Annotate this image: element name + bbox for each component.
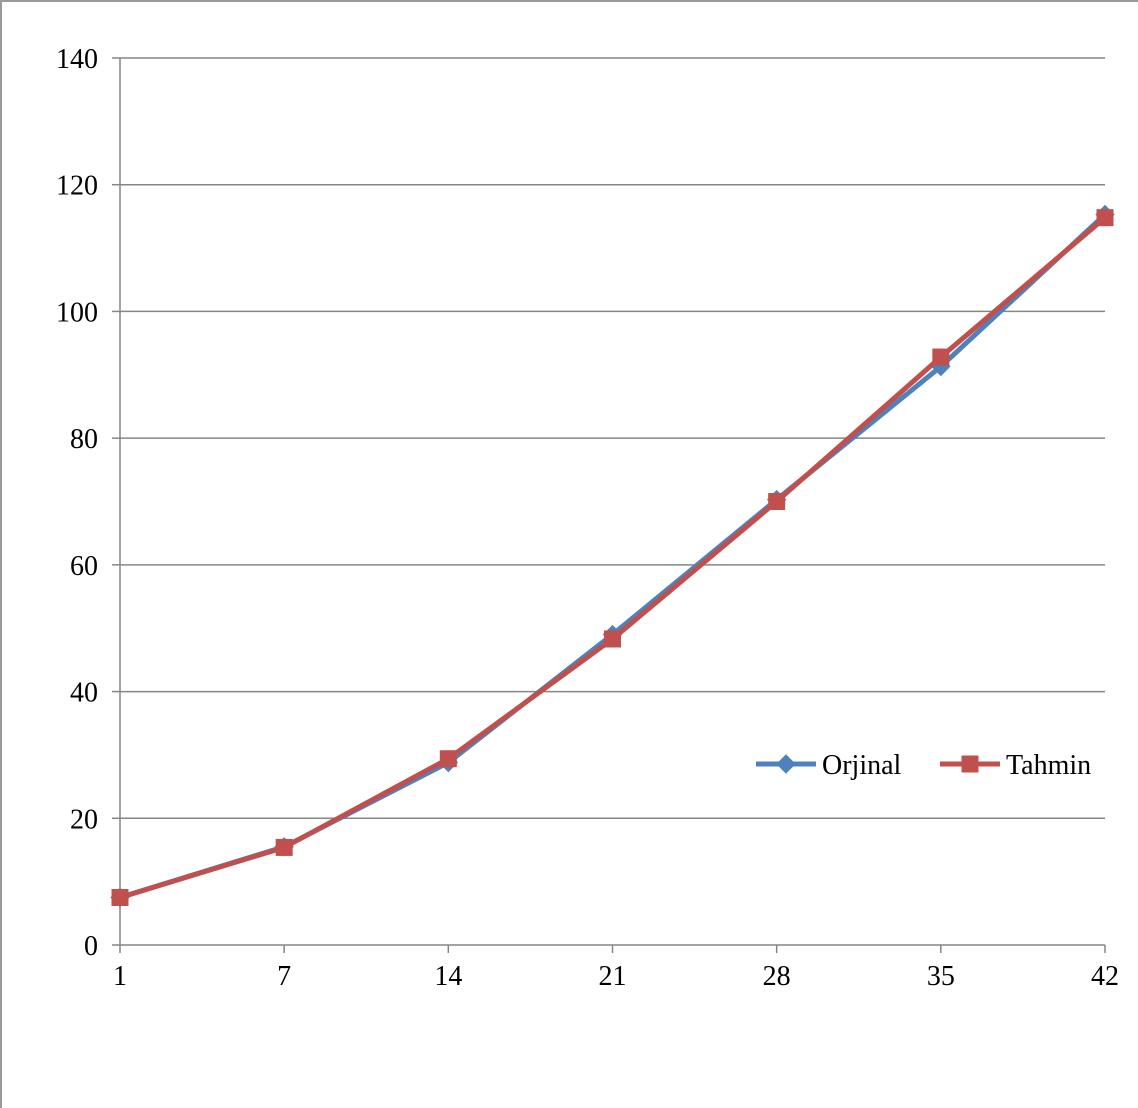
legend-item-orjinal: Orjinal xyxy=(756,750,902,781)
x-axis-ticks: 1 7 14 21 28 35 42 xyxy=(113,945,1119,992)
data-point-tahmin xyxy=(439,750,457,768)
x-tick-label: 7 xyxy=(277,961,291,992)
x-tick-label: 42 xyxy=(1091,961,1119,992)
x-tick-label: 14 xyxy=(434,961,462,992)
legend-marker-tahmin xyxy=(961,755,979,773)
y-tick-label: 140 xyxy=(56,44,98,75)
x-tick-label: 21 xyxy=(599,961,627,992)
gridlines xyxy=(120,57,1105,820)
y-tick-label: 100 xyxy=(56,297,98,328)
series-group xyxy=(110,204,1115,908)
legend: Orjinal Tahmin xyxy=(756,750,1091,781)
y-tick-label: 120 xyxy=(56,171,98,202)
legend-item-tahmin: Tahmin xyxy=(940,750,1091,781)
legend-marker-orjinal xyxy=(776,754,796,774)
series-orjinal xyxy=(110,204,1115,908)
y-tick-label: 80 xyxy=(70,424,98,455)
data-point-tahmin xyxy=(111,888,129,906)
y-tick-label: 0 xyxy=(84,931,98,962)
y-tick-label: 20 xyxy=(70,804,98,835)
series-line-tahmin xyxy=(117,215,1108,900)
axes xyxy=(119,58,1105,946)
x-tick-label: 35 xyxy=(927,961,955,992)
x-tick-label: 1 xyxy=(113,961,127,992)
y-tick-label: 60 xyxy=(70,551,98,582)
legend-label-orjinal: Orjinal xyxy=(822,750,902,781)
legend-label-tahmin: Tahmin xyxy=(1006,750,1091,781)
data-point-tahmin xyxy=(604,630,621,648)
data-point-tahmin xyxy=(932,348,950,366)
y-axis-ticks: 0 20 40 60 80 100 120 140 xyxy=(56,44,120,962)
y-tick-label: 40 xyxy=(70,678,98,709)
series-tahmin xyxy=(111,209,1114,906)
data-point-tahmin xyxy=(768,493,786,510)
data-point-tahmin xyxy=(1096,209,1114,227)
data-point-tahmin xyxy=(275,838,293,856)
x-tick-label: 28 xyxy=(763,961,791,992)
series-line-orjinal xyxy=(117,211,1108,900)
